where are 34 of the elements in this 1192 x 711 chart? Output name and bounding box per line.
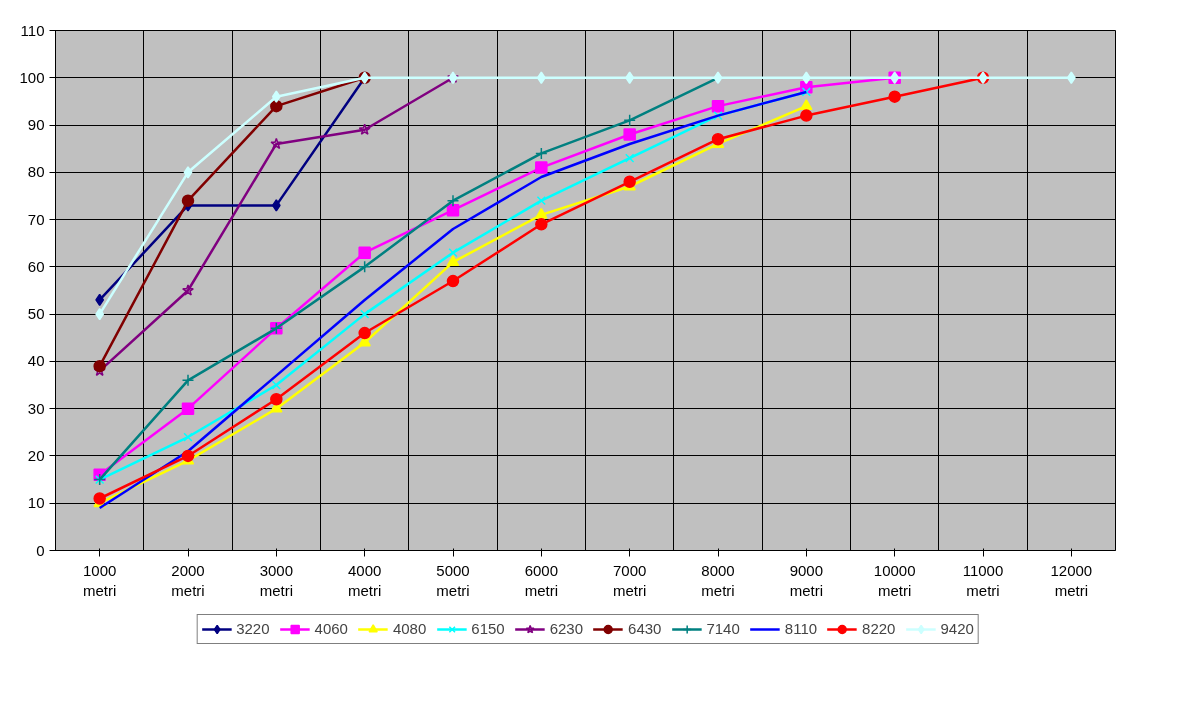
y-tick-label: 40	[27, 352, 45, 370]
y-tick-label: 110	[20, 21, 45, 39]
y-tick-label: 20	[27, 446, 45, 464]
y-tick-label: 100	[19, 68, 45, 86]
y-tick-label: 10	[27, 494, 45, 512]
legend-label: 3220	[236, 620, 270, 637]
y-tick-label: 0	[36, 541, 45, 559]
x-tick-label: 7000 metri	[612, 561, 647, 599]
y-tick-label: 70	[27, 210, 45, 228]
legend-label: 4060	[314, 620, 348, 637]
legend-label: 9420	[940, 620, 974, 637]
legend-label: 4080	[392, 620, 427, 637]
x-tick-label: 2000 metri	[171, 561, 205, 599]
x-tick-label: 10000 metri	[873, 561, 916, 599]
x-tick-label: 6000 metri	[524, 561, 559, 599]
y-tick-label: 80	[27, 163, 45, 181]
y-tick-label: 50	[27, 305, 45, 323]
x-tick-label: 3000 metri	[259, 561, 294, 599]
x-tick-label: 11000 metri	[962, 561, 1004, 599]
x-tick-label: 5000 metri	[436, 561, 470, 599]
legend-label: 8110	[784, 620, 818, 637]
x-tick-label: 8000 metri	[701, 561, 735, 599]
legend-label: 8220	[862, 620, 896, 637]
x-tick-label: 9000 metri	[789, 561, 824, 599]
x-tick-label: 1000 metri	[82, 561, 117, 599]
x-tick-label: 12000 metri	[1050, 561, 1093, 599]
y-tick-label: 30	[27, 399, 45, 417]
y-tick-label: 90	[27, 116, 45, 134]
legend-label: 7140	[706, 620, 740, 637]
y-tick-label: 60	[27, 257, 45, 275]
legend-label: 6430	[628, 620, 662, 637]
legend-label: 6230	[549, 620, 584, 637]
legend-label: 6150	[471, 620, 505, 637]
x-tick-label: 4000 metri	[347, 561, 382, 599]
